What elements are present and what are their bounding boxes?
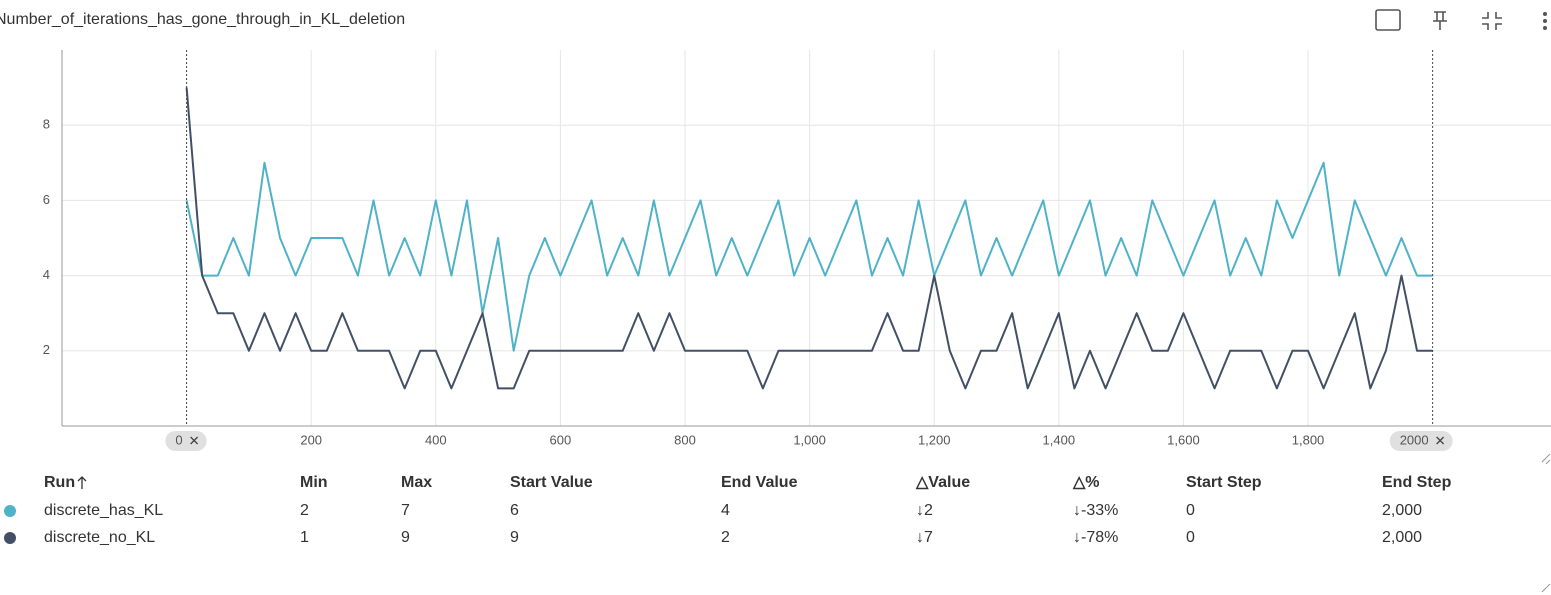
column-header: Run (44, 474, 75, 491)
table-cell: ↓-33% (1073, 502, 1118, 519)
column-header: End Value (721, 474, 798, 491)
column-header: △Value (915, 474, 970, 491)
table-cell: discrete_no_KL (44, 529, 155, 546)
y-tick-label: 4 (43, 267, 50, 282)
x-tick-label: 1,800 (1292, 432, 1325, 447)
x-tick-label: 1,400 (1043, 432, 1076, 447)
table-cell: 7 (401, 502, 410, 519)
table-cell: ↓2 (916, 502, 933, 519)
resize-handle (1541, 453, 1551, 593)
run-color-dot (4, 532, 16, 544)
table: Run Min Max Start Value End Value △Value △% Sta… (4, 474, 1452, 546)
column-header: Max (401, 474, 432, 491)
table-cell: 0 (1186, 502, 1195, 519)
table-cell: 0 (1186, 529, 1195, 546)
run-color-dot (4, 505, 16, 517)
x-tick-label: 800 (674, 432, 696, 447)
chip-bg (165, 431, 207, 451)
table-cell: 2 (721, 529, 730, 546)
range-marker-label: 2000 (1400, 432, 1429, 447)
table-cell: 2,000 (1382, 529, 1422, 546)
menu-icon[interactable] (1543, 12, 1547, 30)
x-tick-label: 1,600 (1167, 432, 1200, 447)
x-tick-label: 200 (300, 432, 322, 447)
column-header: Start Step (1186, 474, 1262, 491)
x-tick-label: 400 (425, 432, 447, 447)
fit-icon[interactable] (1375, 9, 1401, 31)
y-tick-label: 8 (43, 117, 50, 132)
x-tick-label: 1,000 (793, 432, 826, 447)
range-marker-chip[interactable]: 2000 (1389, 431, 1453, 451)
x-tick-label: 1,200 (918, 432, 951, 447)
table-cell: 4 (721, 502, 730, 519)
table-cell: discrete_has_KL (44, 502, 163, 519)
y-tick-label: 2 (43, 342, 50, 357)
table-cell: 1 (300, 529, 309, 546)
table-cell: 9 (510, 529, 519, 546)
column-header: Start Value (510, 474, 593, 491)
sort-icon (77, 476, 87, 489)
table-cell: ↓7 (916, 529, 933, 546)
collapse-icon[interactable] (1482, 12, 1502, 30)
table-cell: 9 (401, 529, 410, 546)
chip-bg (1389, 431, 1453, 451)
plot: 2 4 6 8 200 400 600 800 1,000 1,200 1,400 1,600 1,80… (43, 50, 1551, 451)
table-cell: 6 (510, 502, 519, 519)
column-header: △% (1072, 474, 1100, 491)
series-line (185, 87, 1433, 390)
chip-close (1436, 436, 1445, 445)
table-cell: 2 (300, 502, 309, 519)
column-header: End Step (1382, 474, 1452, 491)
toolbar (1375, 9, 1547, 31)
x-tick-label: 600 (550, 432, 572, 447)
pin-icon[interactable] (1433, 11, 1447, 30)
chip-close (190, 436, 199, 445)
table-cell: ↓-78% (1073, 529, 1118, 546)
y-tick-label: 6 (43, 192, 50, 207)
chart-title: Number_of_iterations_has_gone_through_in… (0, 11, 405, 28)
series-line (185, 161, 1433, 352)
table-cell: 2,000 (1382, 502, 1422, 519)
column-header: Min (300, 474, 328, 491)
range-marker-label: 0 (175, 432, 182, 447)
range-marker-chip[interactable]: 0 (165, 431, 207, 451)
